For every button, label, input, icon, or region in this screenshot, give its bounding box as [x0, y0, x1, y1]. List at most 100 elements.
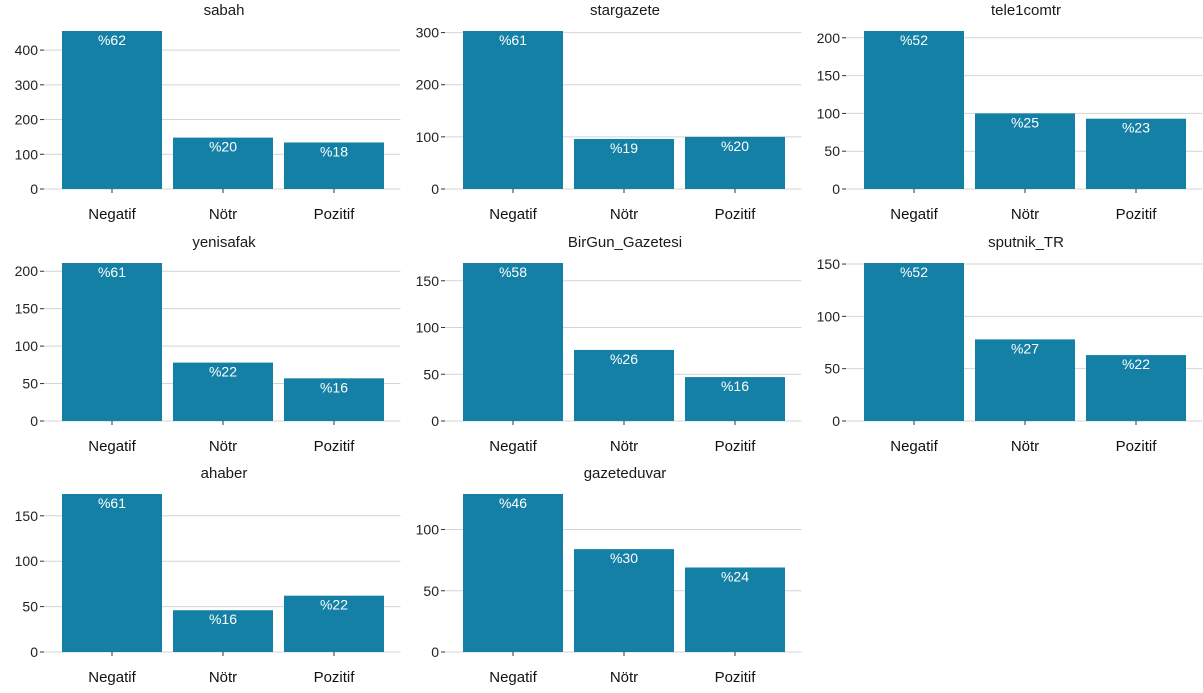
bar-nötr	[975, 113, 1075, 189]
facet-svg: stargazete 0 100 200 300 %61 Negatif %19 Nötr %20…	[416, 2, 802, 223]
bar-pozitif	[1086, 118, 1186, 189]
y-tick-label: 150	[817, 256, 841, 272]
x-category-label: Nötr	[610, 206, 638, 223]
x-category-label: Pozitif	[314, 438, 356, 455]
facet-svg: ahaber 0 50 100 150 %61 Negatif %16 Nötr %22 Pozit…	[15, 465, 401, 686]
y-tick-label: 150	[15, 301, 39, 317]
y-tick-label: 0	[30, 644, 38, 660]
facet-svg: gazeteduvar 0 50 100 %46 Negatif %30 Nötr %24 Poz…	[416, 465, 802, 686]
x-category-label: Negatif	[489, 669, 537, 686]
x-category-label: Pozitif	[1116, 206, 1158, 223]
bar-data-label: %16	[320, 379, 348, 395]
bar-data-label: %61	[499, 32, 527, 48]
x-category-label: Negatif	[489, 438, 537, 455]
bar-data-label: %61	[98, 495, 126, 511]
bar-pozitif	[685, 567, 785, 652]
x-category-label: Nötr	[209, 206, 237, 223]
bar-data-label: %62	[98, 32, 126, 48]
facet-svg: yenisafak 0 50 100 150 200 %61 Negatif %22 Nötr %1…	[15, 234, 401, 455]
y-tick-label: 50	[423, 366, 439, 382]
facet-svg: sputnik_TR 0 50 100 150 %52 Negatif %27 Nötr %22 P…	[817, 234, 1203, 455]
bar-nötr	[173, 610, 273, 652]
bar-data-label: %23	[1122, 120, 1150, 136]
bar-data-label: %16	[209, 611, 237, 627]
facet-gazeteduvar: gazeteduvar 0 50 100 %46 Negatif %30 Nötr %24 Poz…	[401, 463, 802, 693]
facet-title: stargazete	[590, 2, 660, 19]
y-tick-label: 0	[832, 413, 840, 429]
x-category-label: Nötr	[1011, 206, 1039, 223]
bar-pozitif	[1086, 355, 1186, 421]
bar-nötr	[173, 137, 273, 189]
bar-data-label: %30	[610, 550, 638, 566]
y-tick-label: 50	[824, 361, 840, 377]
facet-svg: BirGun_Gazetesi 0 50 100 150 %58 Negatif %26 Nöt…	[416, 234, 802, 455]
bar-data-label: %46	[499, 495, 527, 511]
y-tick-label: 50	[22, 599, 38, 615]
x-category-label: Negatif	[88, 206, 136, 223]
y-tick-label: 150	[15, 508, 39, 524]
bar-data-label: %58	[499, 264, 527, 280]
bar-negatif	[864, 31, 964, 189]
bar-data-label: %20	[721, 138, 749, 154]
bar-pozitif	[284, 142, 384, 189]
x-category-label: Nötr	[1011, 438, 1039, 455]
facet-tele1comtr: tele1comtr 0 50 100 150 200 %52 Negatif %25 Nötr%…	[802, 0, 1203, 230]
y-tick-label: 300	[15, 77, 39, 93]
x-category-label: Nötr	[610, 669, 638, 686]
bar-pozitif	[284, 595, 384, 652]
y-tick-label: 150	[817, 68, 841, 84]
bar-data-label: %52	[900, 32, 928, 48]
y-tick-label: 0	[431, 413, 439, 429]
facet-sabah: sabah 0 100 200 300 400 %62 Negatif %20 Nötr %18 Po…	[0, 0, 401, 230]
x-category-label: Negatif	[88, 438, 136, 455]
bar-data-label: %22	[209, 364, 237, 380]
facet-ahaber: ahaber 0 50 100 150 %61 Negatif %16 Nötr %22 Pozit…	[0, 463, 401, 693]
bar-negatif	[62, 494, 162, 652]
y-tick-label: 100	[817, 105, 841, 121]
bar-negatif	[463, 494, 563, 652]
y-tick-label: 100	[817, 308, 841, 324]
y-tick-label: 0	[431, 181, 439, 197]
x-category-label: Pozitif	[314, 669, 356, 686]
bar-data-label: %24	[721, 568, 749, 584]
facet-yenisafak: yenisafak 0 50 100 150 200 %61 Negatif %22 Nötr %1…	[0, 232, 401, 462]
y-tick-label: 200	[15, 112, 39, 128]
bar-nötr	[574, 349, 674, 421]
bar-data-label: %61	[98, 264, 126, 280]
facet-title: gazeteduvar	[584, 465, 667, 482]
y-tick-label: 100	[15, 338, 39, 354]
bar-pozitif	[685, 136, 785, 189]
y-tick-label: 50	[824, 143, 840, 159]
y-tick-label: 400	[15, 42, 39, 58]
bar-data-label: %22	[320, 597, 348, 613]
bar-data-label: %20	[209, 139, 237, 155]
bar-data-label: %26	[610, 351, 638, 367]
y-tick-label: 100	[15, 553, 39, 569]
x-category-label: Pozitif	[715, 438, 757, 455]
bar-data-label: %19	[610, 140, 638, 156]
facet-title: sabah	[204, 2, 245, 19]
x-category-label: Pozitif	[1116, 438, 1158, 455]
y-tick-label: 0	[30, 413, 38, 429]
y-tick-label: 100	[15, 146, 39, 162]
bar-nötr	[975, 339, 1075, 421]
bar-negatif	[463, 263, 563, 421]
x-category-label: Pozitif	[314, 206, 356, 223]
bar-pozitif	[685, 377, 785, 421]
bar-data-label: %18	[320, 143, 348, 159]
y-tick-label: 100	[416, 522, 440, 538]
bar-data-label: %25	[1011, 114, 1039, 130]
bar-data-label: %52	[900, 264, 928, 280]
facet-title: sputnik_TR	[988, 234, 1064, 251]
y-tick-label: 100	[416, 129, 440, 145]
facet-title: yenisafak	[192, 234, 256, 251]
facet-svg: sabah 0 100 200 300 400 %62 Negatif %20 Nötr %18 Po…	[15, 2, 401, 223]
bar-pozitif	[284, 378, 384, 421]
x-category-label: Pozitif	[715, 206, 757, 223]
y-tick-label: 50	[423, 583, 439, 599]
facet-title: BirGun_Gazetesi	[568, 234, 682, 251]
x-category-label: Pozitif	[715, 669, 757, 686]
bar-negatif	[62, 263, 162, 421]
facet-svg: tele1comtr 0 50 100 150 200 %52 Negatif %25 Nötr%…	[817, 2, 1203, 223]
